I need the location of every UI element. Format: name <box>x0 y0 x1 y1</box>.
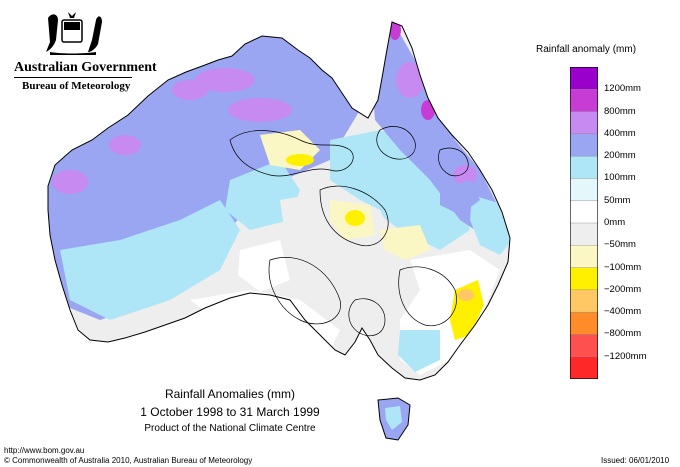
legend-swatch <box>570 178 598 202</box>
legend-label: 200mm <box>604 150 636 162</box>
legend-swatch <box>570 155 598 180</box>
legend-swatch <box>570 89 598 113</box>
contour-lines <box>229 126 469 337</box>
tasmania <box>377 397 411 441</box>
coat-of-arms-icon <box>46 12 102 55</box>
anomaly-fill <box>48 22 510 375</box>
footer-url: http://www.bom.gov.au <box>4 446 85 455</box>
legend-swatch <box>570 222 598 246</box>
legend-swatch <box>570 133 598 157</box>
legend-label: 1200mm <box>604 83 641 95</box>
map-title: Rainfall Anomalies (mm) <box>164 387 296 401</box>
footer-issued: Issued: 06/01/2010 <box>601 456 670 465</box>
legend-border <box>570 67 598 379</box>
legend-swatch <box>570 334 598 358</box>
legend-label: 100mm <box>604 172 636 184</box>
legend-swatch <box>570 311 598 336</box>
legend-swatch <box>570 111 598 135</box>
legend-swatch <box>570 245 598 269</box>
legend-label: 800mm <box>604 105 636 117</box>
legend-label: 50mm <box>604 194 631 206</box>
legend-label: −400mm <box>604 306 642 318</box>
map-period: 1 October 1998 to 31 March 1999 <box>140 405 320 419</box>
mainland <box>47 21 511 381</box>
footer-copyright: © Commonwealth of Australia 2010, Austra… <box>4 456 253 465</box>
legend-swatch <box>570 356 598 379</box>
legend-swatch <box>570 267 598 291</box>
legend-label: −100mm <box>604 261 642 273</box>
legend-swatch <box>570 289 598 313</box>
legend-colorbar <box>570 67 598 379</box>
legend-label: 400mm <box>604 127 636 139</box>
legend-label: −50mm <box>604 239 636 251</box>
header-divider <box>14 77 132 78</box>
legend-label: −1200mm <box>604 350 647 362</box>
legend-label: 0mm <box>604 217 626 228</box>
legend-title: Rainfall anomaly (mm) <box>536 44 637 55</box>
legend-label: −200mm <box>604 283 642 295</box>
legend-label: −800mm <box>604 328 642 340</box>
map-product-credit: Product of the National Climate Centre <box>144 423 316 434</box>
legend-swatch <box>570 67 598 90</box>
government-name: Australian Government <box>14 60 157 75</box>
legend-swatch <box>570 200 598 224</box>
bureau-name: Bureau of Meteorology <box>22 80 131 92</box>
